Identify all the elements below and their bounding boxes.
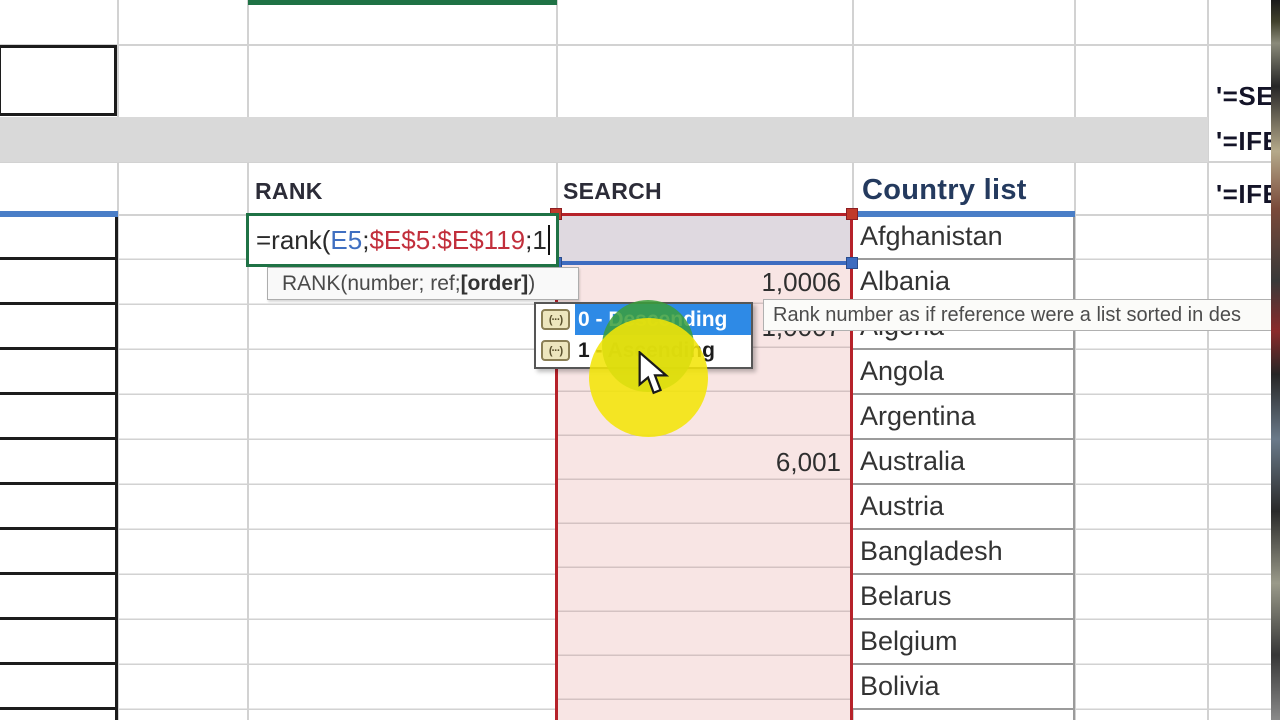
- left-boxed-cells-column[interactable]: [0, 215, 118, 720]
- table-row: 1,0006 Albania: [558, 260, 1075, 305]
- country-cell[interactable]: Belgium: [851, 620, 1075, 665]
- formula-fn: =rank(: [256, 224, 331, 255]
- search-cell[interactable]: 1,0006: [761, 267, 841, 297]
- search-cell[interactable]: [558, 665, 851, 710]
- search-cell[interactable]: [558, 485, 851, 530]
- gridline-horizontal: [0, 161, 1280, 163]
- selection-handle[interactable]: [846, 257, 858, 269]
- enum-icon: (···): [541, 309, 570, 330]
- search-range-column[interactable]: [558, 216, 851, 720]
- table-row: 6,001 Australia: [558, 440, 1075, 485]
- table-row: Bangladesh: [558, 530, 1075, 575]
- country-cell[interactable]: Austria: [851, 485, 1075, 530]
- formula-text-cell[interactable]: '=IFE: [1216, 126, 1272, 156]
- country-list-header[interactable]: Country list: [862, 174, 1027, 206]
- formula-ref-red: $E$5:$E$119: [369, 224, 526, 255]
- table-row: Bolivia: [558, 665, 1075, 710]
- table-row: Austria: [558, 485, 1075, 530]
- table-row: Argentina: [558, 395, 1075, 440]
- formula-sep: ;: [525, 224, 533, 255]
- active-reference-cell-e5[interactable]: [558, 216, 851, 261]
- country-header-underline: [855, 211, 1075, 217]
- search-cell[interactable]: [558, 575, 851, 620]
- formula-text-cell[interactable]: '=IFE: [1216, 179, 1272, 209]
- search-cell[interactable]: [558, 620, 851, 665]
- range-border-right: [850, 213, 853, 720]
- country-cell[interactable]: Angola: [851, 350, 1075, 395]
- formula-cell[interactable]: =rank(E5; $E$5:$E$119; 1: [246, 213, 559, 267]
- mouse-cursor: [638, 351, 670, 395]
- signature-current-arg: [order]: [460, 271, 529, 295]
- bordered-empty-cell[interactable]: [0, 45, 117, 116]
- text-caret: [547, 225, 550, 255]
- clipped-cell-green-border: [248, 0, 557, 5]
- search-cell[interactable]: [558, 530, 851, 575]
- table-row: Belarus: [558, 575, 1075, 620]
- country-cell[interactable]: Albania: [851, 260, 1075, 305]
- screen-edge-artifact: [1271, 0, 1280, 720]
- signature-text: RANK(number; ref;: [282, 271, 461, 295]
- range-border-left: [555, 213, 558, 720]
- country-cell[interactable]: Belarus: [851, 575, 1075, 620]
- rank-column-header[interactable]: RANK: [255, 178, 323, 204]
- formula-arg: 1: [532, 224, 547, 255]
- country-cell[interactable]: Argentina: [851, 395, 1075, 440]
- e5-selection-border: [557, 261, 853, 265]
- country-cell[interactable]: Bolivia: [851, 665, 1075, 710]
- formula-text-cell[interactable]: '=SE: [1216, 81, 1272, 111]
- country-column-right-border: [1073, 215, 1075, 720]
- formula-ref-blue: E5: [330, 224, 363, 255]
- function-signature-tooltip: RANK(number; ref; [order]): [267, 267, 579, 300]
- country-cell[interactable]: Bangladesh: [851, 530, 1075, 575]
- gridline-horizontal: [0, 44, 1280, 46]
- table-row: Belgium: [558, 620, 1075, 665]
- table-row: Angola: [558, 350, 1075, 395]
- search-cell[interactable]: 6,001: [775, 447, 841, 477]
- range-border-top: [556, 213, 853, 216]
- search-cell[interactable]: [558, 215, 851, 260]
- country-cell[interactable]: Afghanistan: [851, 215, 1075, 260]
- search-column-header[interactable]: SEARCH: [563, 178, 662, 204]
- range-handle[interactable]: [846, 208, 858, 220]
- table-row: Afghanistan: [558, 215, 1075, 260]
- gray-row-band: [0, 117, 1208, 162]
- argument-hint-tooltip: Rank number as if reference were a list …: [763, 299, 1280, 331]
- formula-sep: ;: [362, 224, 370, 255]
- signature-text: ): [528, 271, 536, 295]
- enum-icon: (···): [541, 340, 570, 361]
- country-cell[interactable]: Australia: [851, 440, 1075, 485]
- left-column-blue-border: [0, 211, 118, 217]
